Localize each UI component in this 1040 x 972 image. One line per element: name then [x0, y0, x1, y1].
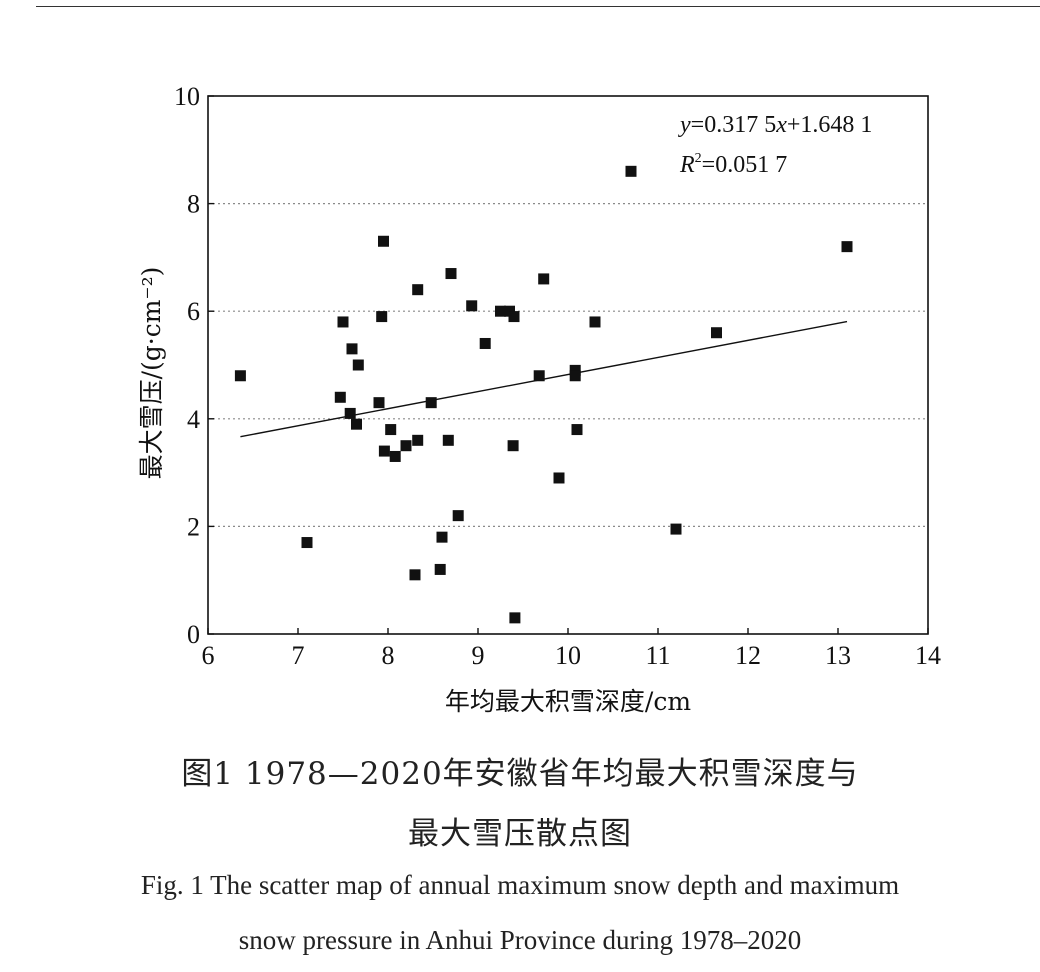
data-point: [234, 370, 246, 382]
top-rule: [36, 6, 1040, 7]
data-point: [352, 359, 364, 371]
caption-zh-line1: 图1 1978—2020年安徽省年均最大积雪深度与: [181, 756, 859, 792]
x-tick-label: 10: [555, 641, 581, 670]
data-point: [373, 397, 385, 409]
data-point: [351, 418, 362, 430]
y-tick-label: 0: [187, 620, 200, 649]
caption-zh-line2: 最大雪压散点图: [408, 816, 632, 852]
data-point: [442, 434, 454, 446]
plot-frame: [207, 95, 929, 635]
data-point: [346, 343, 358, 355]
eq-x-var: x: [775, 112, 787, 138]
y-tick-label: 2: [187, 512, 200, 541]
scatter-chart: 6 7 8 9 10 11 12 13 14 0 2 4 6 8 10 y=0.317 5x+1.648 1…: [137, 82, 941, 716]
data-point: [337, 316, 349, 328]
y-tick-label: 4: [187, 405, 200, 434]
data-point: [571, 424, 583, 436]
x-tick-label: 11: [645, 641, 670, 670]
data-point: [376, 311, 388, 323]
x-tick-label: 6: [202, 641, 215, 670]
data-point: [434, 563, 446, 575]
data-point: [412, 284, 424, 296]
y-axis-label: 最大雪压/(g·cm⁻²): [137, 267, 166, 480]
data-point: [445, 268, 457, 280]
eq-intercept: +1.648 1: [787, 112, 873, 138]
data-points: [234, 165, 853, 624]
x-tick-label: 14: [915, 641, 941, 670]
eq-slope: =0.317 5: [691, 112, 777, 138]
data-point: [409, 569, 421, 581]
data-point: [553, 472, 565, 484]
data-point: [509, 612, 521, 624]
data-point: [334, 391, 346, 403]
data-point: [711, 327, 722, 339]
r2-value: =0.051 7: [702, 152, 788, 178]
data-point: [436, 531, 448, 543]
data-point: [533, 370, 545, 382]
caption-en-line2: snow pressure in Anhui Province during 1…: [238, 925, 802, 955]
data-point: [301, 537, 313, 549]
data-point: [670, 523, 682, 535]
data-point: [495, 305, 506, 317]
r2-superscript: 2: [695, 151, 702, 166]
data-point: [378, 445, 390, 457]
data-point: [344, 407, 356, 419]
data-point: [625, 165, 637, 177]
x-tick-label: 9: [472, 641, 485, 670]
x-axis-label: 年均最大积雪深度/cm: [445, 687, 691, 716]
data-point: [378, 235, 389, 247]
y-tick-label: 6: [187, 297, 200, 326]
x-tick-label: 8: [382, 641, 395, 670]
data-point: [589, 316, 601, 328]
x-tick-label: 12: [735, 641, 761, 670]
r2-symbol: R: [679, 152, 695, 178]
data-point: [385, 424, 397, 436]
data-point: [507, 440, 519, 452]
data-point: [389, 450, 401, 462]
caption-en-line1: Fig. 1 The scatter map of annual maximum…: [140, 870, 900, 900]
y-tick-label: 10: [174, 82, 200, 111]
x-tick-label: 13: [825, 641, 851, 670]
data-point: [569, 370, 581, 382]
data-point: [841, 241, 853, 253]
data-point: [538, 273, 550, 285]
data-point: [412, 434, 424, 446]
r-squared: R2=0.051 7: [679, 151, 787, 178]
data-point: [508, 311, 520, 323]
x-tick-label: 7: [292, 641, 305, 670]
data-point: [479, 337, 491, 349]
data-point: [425, 397, 437, 409]
data-point: [466, 300, 478, 312]
gridlines: [208, 203, 928, 528]
axis-ticks: 6 7 8 9 10 11 12 13 14 0 2 4 6 8 10: [174, 82, 941, 670]
eq-y-var: y: [678, 112, 691, 138]
regression-equation: y=0.317 5x+1.648 1: [678, 112, 872, 138]
y-tick-label: 8: [187, 190, 200, 219]
data-point: [452, 510, 464, 522]
data-point: [400, 440, 412, 452]
